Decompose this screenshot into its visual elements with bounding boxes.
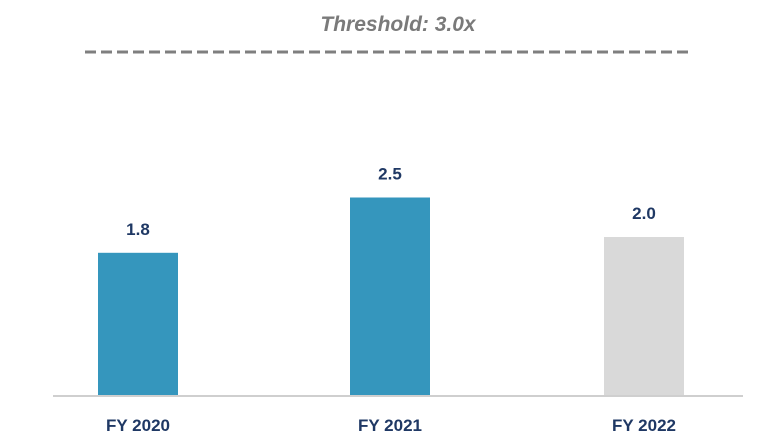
bar-fy-2022 [604,237,684,395]
bars-group [98,197,684,395]
x-tick-label: FY 2022 [612,416,676,435]
x-tick-label: FY 2021 [358,416,422,435]
threshold-label: Threshold: 3.0x [320,13,477,36]
data-label: 1.8 [126,220,150,239]
data-label: 2.0 [632,204,656,223]
bar-fy-2020 [98,252,178,395]
bar-fy-2021 [350,197,430,395]
labels-group: 1.8 FY 2020 2.5 FY 2021 2.0 FY 2022 [106,165,676,436]
data-label: 2.5 [378,165,402,184]
x-tick-label: FY 2020 [106,416,170,435]
